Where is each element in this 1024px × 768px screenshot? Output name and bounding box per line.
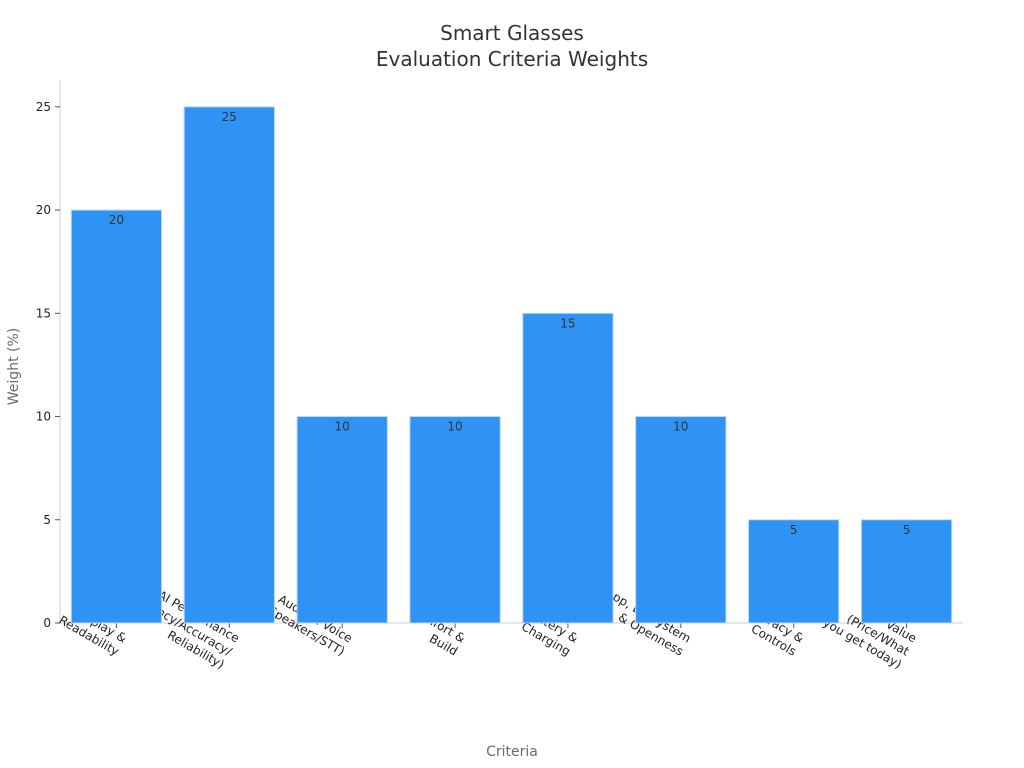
x-axis-title: Criteria: [486, 744, 538, 760]
bar: [409, 416, 501, 624]
data-label: 5: [903, 523, 911, 537]
y-tick-label: 10: [36, 410, 51, 424]
data-label: 5: [790, 523, 798, 537]
y-axis-title: Weight (%): [6, 328, 22, 405]
data-label: 25: [222, 110, 237, 124]
y-tick-label: 0: [43, 616, 51, 630]
data-label: 10: [447, 420, 462, 434]
data-label: 10: [335, 420, 350, 434]
y-tick-label: 15: [36, 306, 51, 320]
chart-title-line: Smart Glasses: [440, 21, 584, 45]
y-tick-label: 5: [43, 513, 51, 527]
bar: [70, 209, 163, 624]
bar: [183, 106, 275, 624]
bar: [522, 312, 614, 624]
bar: [748, 519, 840, 624]
y-tick-label: 25: [36, 100, 51, 114]
bars: 20 25 10 10 15 10 5 5: [70, 106, 953, 624]
bar: [635, 416, 727, 624]
bar: [296, 416, 388, 624]
data-label: 15: [560, 316, 575, 330]
chart-title-line: Evaluation Criteria Weights: [376, 47, 648, 71]
y-axis: 0 5 10 15 20 25: [36, 80, 61, 630]
y-tick-label: 20: [36, 203, 51, 217]
bar: [860, 519, 953, 624]
data-label: 10: [673, 420, 688, 434]
data-label: 20: [109, 213, 124, 227]
